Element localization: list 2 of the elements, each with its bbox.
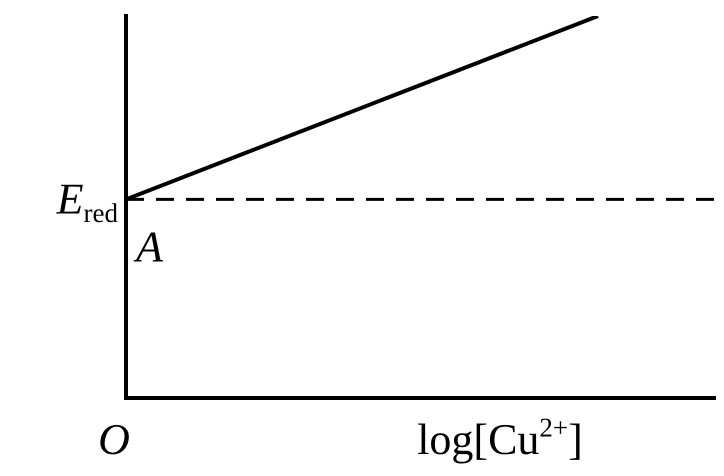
text: O <box>98 415 130 464</box>
annotation: A <box>133 222 164 272</box>
